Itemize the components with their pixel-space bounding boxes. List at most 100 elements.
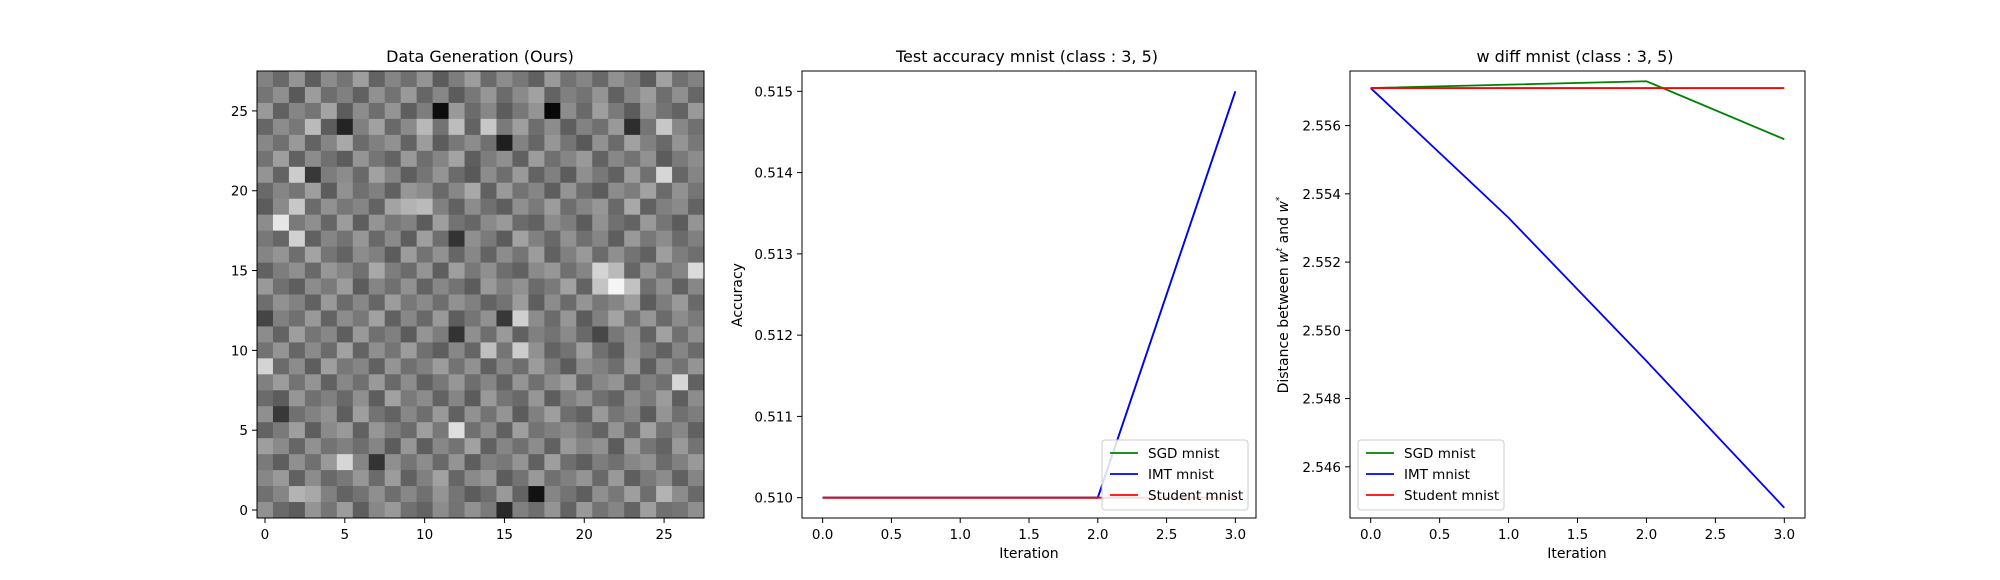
heatmap-cell (576, 406, 593, 423)
heatmap-cell (432, 438, 449, 455)
heatmap-cell (480, 86, 497, 104)
heatmap-cell (672, 150, 689, 168)
heatmap-cell (624, 310, 641, 327)
heatmap-cell (352, 198, 370, 216)
heatmap-cell (384, 166, 402, 184)
heatmap-cell (576, 198, 593, 216)
heatmap-cell (672, 310, 689, 327)
heatmap-cell (464, 198, 481, 216)
heatmap-cell (320, 438, 338, 455)
heatmap-cell (496, 182, 513, 200)
heatmap-cell (464, 342, 481, 359)
heatmap-cell (608, 390, 625, 407)
heatmap-cell (448, 214, 465, 232)
heatmap-cell (320, 278, 338, 295)
heatmap-cell (400, 358, 418, 375)
heatmap-cell (672, 262, 689, 279)
heatmap-cell (464, 454, 481, 471)
heatmap-cell (272, 214, 290, 232)
heatmap-cell (448, 470, 465, 487)
heatmap-cell (592, 294, 609, 311)
heatmap-cell (528, 326, 545, 343)
heatmap-cell (608, 502, 625, 519)
heatmap-cell (336, 502, 354, 519)
heatmap-cell (560, 102, 577, 120)
heatmap-cell (576, 214, 593, 232)
heatmap-cell (576, 150, 593, 168)
heatmap-cell (560, 294, 577, 311)
heatmap-cell (544, 278, 561, 295)
heatmap-cell (512, 358, 529, 375)
heatmap-cell (576, 166, 593, 184)
heatmap-cell (432, 374, 449, 391)
heatmap-cell (432, 486, 449, 503)
heatmap-cell (320, 246, 338, 263)
heatmap-ytick-label: 25 (231, 104, 248, 120)
heatmap-cell (480, 310, 497, 327)
heatmap-cell (336, 390, 354, 407)
heatmap-cell (272, 502, 290, 519)
heatmap-cell (672, 406, 689, 423)
heatmap-cell (656, 454, 673, 471)
heatmap-cell (512, 102, 529, 120)
heatmap-cell (464, 246, 481, 263)
heatmap-cell (560, 278, 577, 295)
heatmap-cell (608, 374, 625, 391)
heatmap-panel: Data Generation (Ours) 0 5 10 15 20 25 0 5 10 15 2… (231, 47, 705, 543)
heatmap-cell (592, 342, 609, 359)
heatmap-cell (480, 326, 497, 343)
heatmap-cell (560, 166, 577, 184)
heatmap-cell (608, 246, 625, 263)
heatmap-cell (592, 118, 609, 136)
heatmap-cell (672, 294, 689, 311)
heatmap-cell (320, 310, 338, 327)
heatmap-cell (257, 134, 274, 152)
heatmap-cell (352, 278, 370, 295)
heatmap-cell (592, 358, 609, 375)
heatmap-cell (496, 422, 513, 439)
heatmap-cell (640, 422, 657, 439)
heatmap-cell (464, 262, 481, 279)
heatmap-cell (336, 166, 354, 184)
heatmap-cell (544, 422, 561, 439)
heatmap-cell (512, 118, 529, 136)
heatmap-cell (400, 86, 418, 104)
heatmap-cell (400, 134, 418, 152)
heatmap-cell (336, 182, 354, 200)
heatmap-cell (448, 374, 465, 391)
heatmap-cell (352, 118, 370, 136)
heatmap-cell (336, 230, 354, 247)
heatmap-cell (336, 438, 354, 455)
heatmap-cell (416, 118, 433, 136)
heatmap-cell (288, 342, 306, 359)
heatmap-cell (608, 86, 625, 104)
heatmap-cell (336, 246, 354, 263)
series-line (1370, 80, 1785, 141)
heatmap-cell (257, 262, 274, 279)
heatmap-cell (288, 310, 306, 327)
heatmap-cell (544, 406, 561, 423)
heatmap-cell (672, 342, 689, 359)
heatmap-cell (592, 326, 609, 343)
heatmap-cell (656, 182, 673, 200)
heatmap-cell (592, 486, 609, 503)
heatmap-cell (496, 470, 513, 487)
heatmap-cell (496, 246, 513, 263)
heatmap-cell (257, 86, 274, 104)
heatmap-cell (384, 454, 402, 471)
heatmap-cell (368, 134, 386, 152)
heatmap-cell (480, 262, 497, 279)
heatmap-cell (656, 294, 673, 311)
heatmap-cell (496, 502, 513, 519)
heatmap-cell (496, 438, 513, 455)
heatmap-cell (624, 150, 641, 168)
xtick-label: 0.5 (881, 527, 902, 543)
heatmap-cell (320, 134, 338, 152)
heatmap-cell (640, 166, 657, 184)
heatmap-cell (400, 454, 418, 471)
heatmap-cell (336, 454, 354, 471)
heatmap-cell (656, 150, 673, 168)
xtick-label: 1.5 (1018, 527, 1039, 543)
heatmap-cell (544, 71, 561, 88)
heatmap-cell (480, 294, 497, 311)
